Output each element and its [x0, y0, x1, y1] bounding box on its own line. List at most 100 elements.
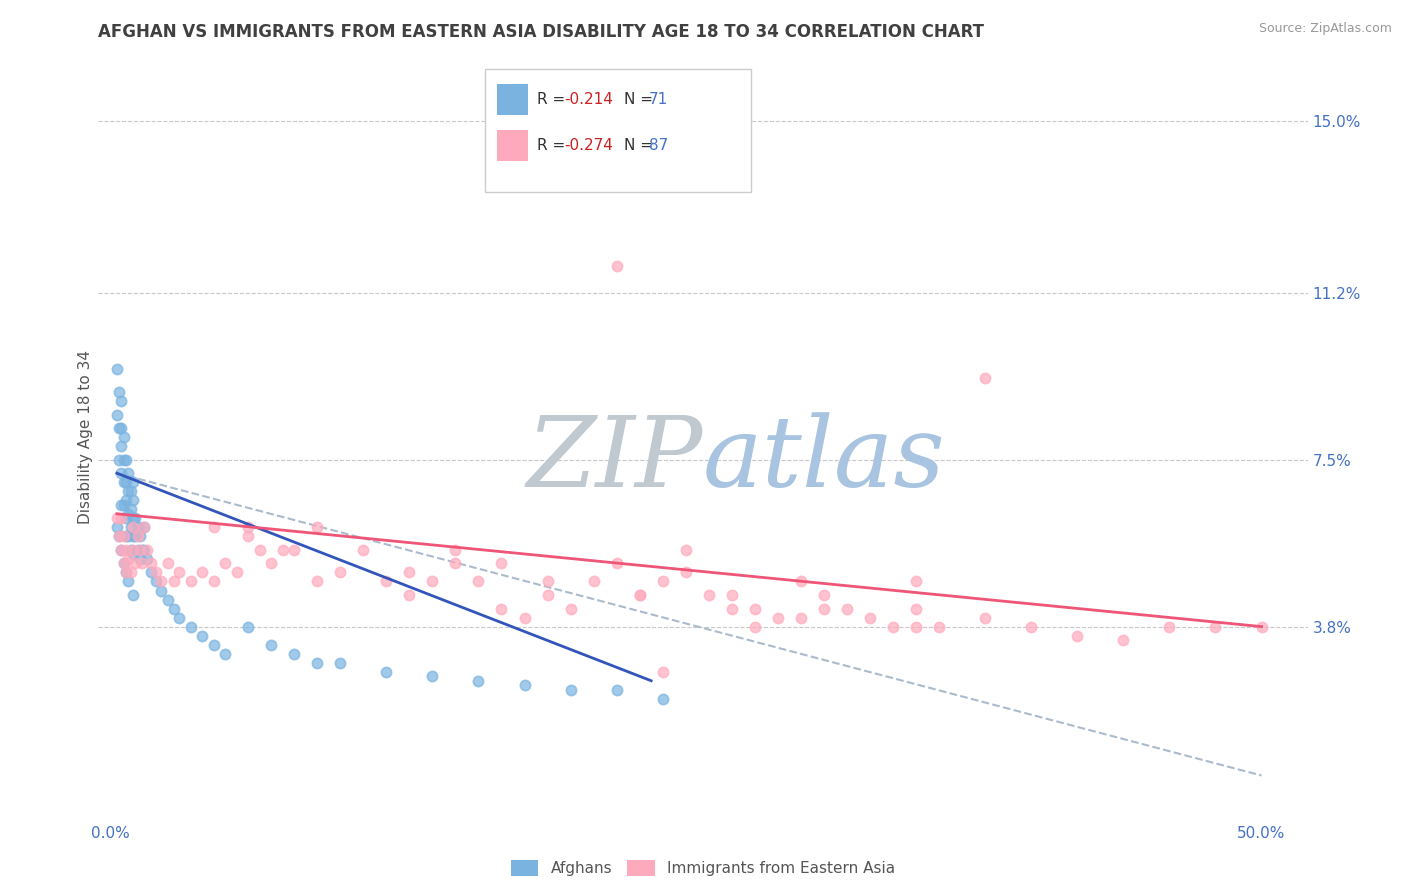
Point	[236, 619, 259, 633]
Point	[124, 511, 146, 525]
Text: ZIP: ZIP	[527, 412, 703, 508]
Point	[124, 557, 146, 571]
Point	[105, 408, 128, 422]
Point	[628, 588, 651, 602]
Point	[307, 574, 329, 589]
Point	[149, 574, 172, 589]
Point	[697, 588, 720, 602]
Point	[744, 619, 766, 633]
FancyBboxPatch shape	[498, 130, 527, 161]
Point	[1250, 619, 1272, 633]
Point	[467, 574, 489, 589]
Point	[859, 610, 882, 624]
Point	[491, 557, 513, 571]
Point	[112, 430, 135, 444]
Point	[131, 542, 153, 557]
Point	[156, 557, 179, 571]
Point	[536, 588, 558, 602]
Point	[375, 665, 398, 679]
Point	[180, 619, 202, 633]
Point	[112, 475, 135, 490]
Point	[120, 520, 142, 534]
Point	[329, 566, 352, 580]
Point	[790, 610, 813, 624]
Point	[444, 542, 467, 557]
Point	[115, 529, 138, 543]
Point	[444, 557, 467, 571]
Point	[115, 493, 138, 508]
Point	[117, 552, 139, 566]
Point	[115, 475, 138, 490]
Point	[112, 557, 135, 571]
Point	[108, 452, 131, 467]
Point	[108, 529, 131, 543]
Point	[122, 493, 145, 508]
Point	[398, 588, 420, 602]
Point	[928, 619, 950, 633]
Point	[117, 484, 139, 499]
Point	[467, 673, 489, 688]
Point	[882, 619, 904, 633]
Point	[134, 520, 156, 534]
Point	[134, 520, 156, 534]
Point	[191, 566, 214, 580]
Point	[127, 542, 149, 557]
Point	[582, 574, 605, 589]
Point	[1159, 619, 1181, 633]
Point	[260, 557, 283, 571]
Point	[606, 259, 628, 273]
Point	[560, 682, 582, 697]
Point	[813, 601, 835, 615]
Point	[117, 466, 139, 480]
Point	[122, 520, 145, 534]
Point	[127, 529, 149, 543]
FancyBboxPatch shape	[485, 69, 751, 192]
Point	[651, 691, 673, 706]
Point	[115, 511, 138, 525]
Point	[202, 638, 225, 652]
Point	[202, 574, 225, 589]
Point	[145, 574, 167, 589]
Point	[115, 566, 138, 580]
Text: N =: N =	[624, 92, 658, 107]
Point	[117, 507, 139, 521]
Point	[236, 520, 259, 534]
Point	[329, 656, 352, 670]
Point	[163, 574, 186, 589]
FancyBboxPatch shape	[498, 84, 527, 115]
Point	[974, 610, 997, 624]
Point	[122, 548, 145, 562]
Point	[191, 629, 214, 643]
Point	[112, 557, 135, 571]
Point	[115, 566, 138, 580]
Point	[352, 542, 374, 557]
Point	[271, 542, 294, 557]
Text: -0.214: -0.214	[564, 92, 613, 107]
Point	[110, 466, 132, 480]
Text: R =: R =	[537, 138, 571, 153]
Point	[813, 588, 835, 602]
Point	[491, 601, 513, 615]
Point	[110, 511, 132, 525]
Point	[513, 610, 536, 624]
Point	[122, 542, 145, 557]
Point	[120, 542, 142, 557]
Point	[105, 511, 128, 525]
Point	[905, 601, 928, 615]
Point	[766, 610, 789, 624]
Point	[1019, 619, 1042, 633]
Point	[167, 566, 190, 580]
Point	[134, 542, 156, 557]
Point	[145, 566, 167, 580]
Point	[110, 542, 132, 557]
Point	[122, 529, 145, 543]
Point	[260, 638, 283, 652]
Y-axis label: Disability Age 18 to 34: Disability Age 18 to 34	[77, 350, 93, 524]
Point	[135, 552, 157, 566]
Point	[110, 498, 132, 512]
Point	[115, 452, 138, 467]
Point	[117, 529, 139, 543]
Point	[720, 601, 742, 615]
Point	[283, 542, 305, 557]
Point	[905, 574, 928, 589]
